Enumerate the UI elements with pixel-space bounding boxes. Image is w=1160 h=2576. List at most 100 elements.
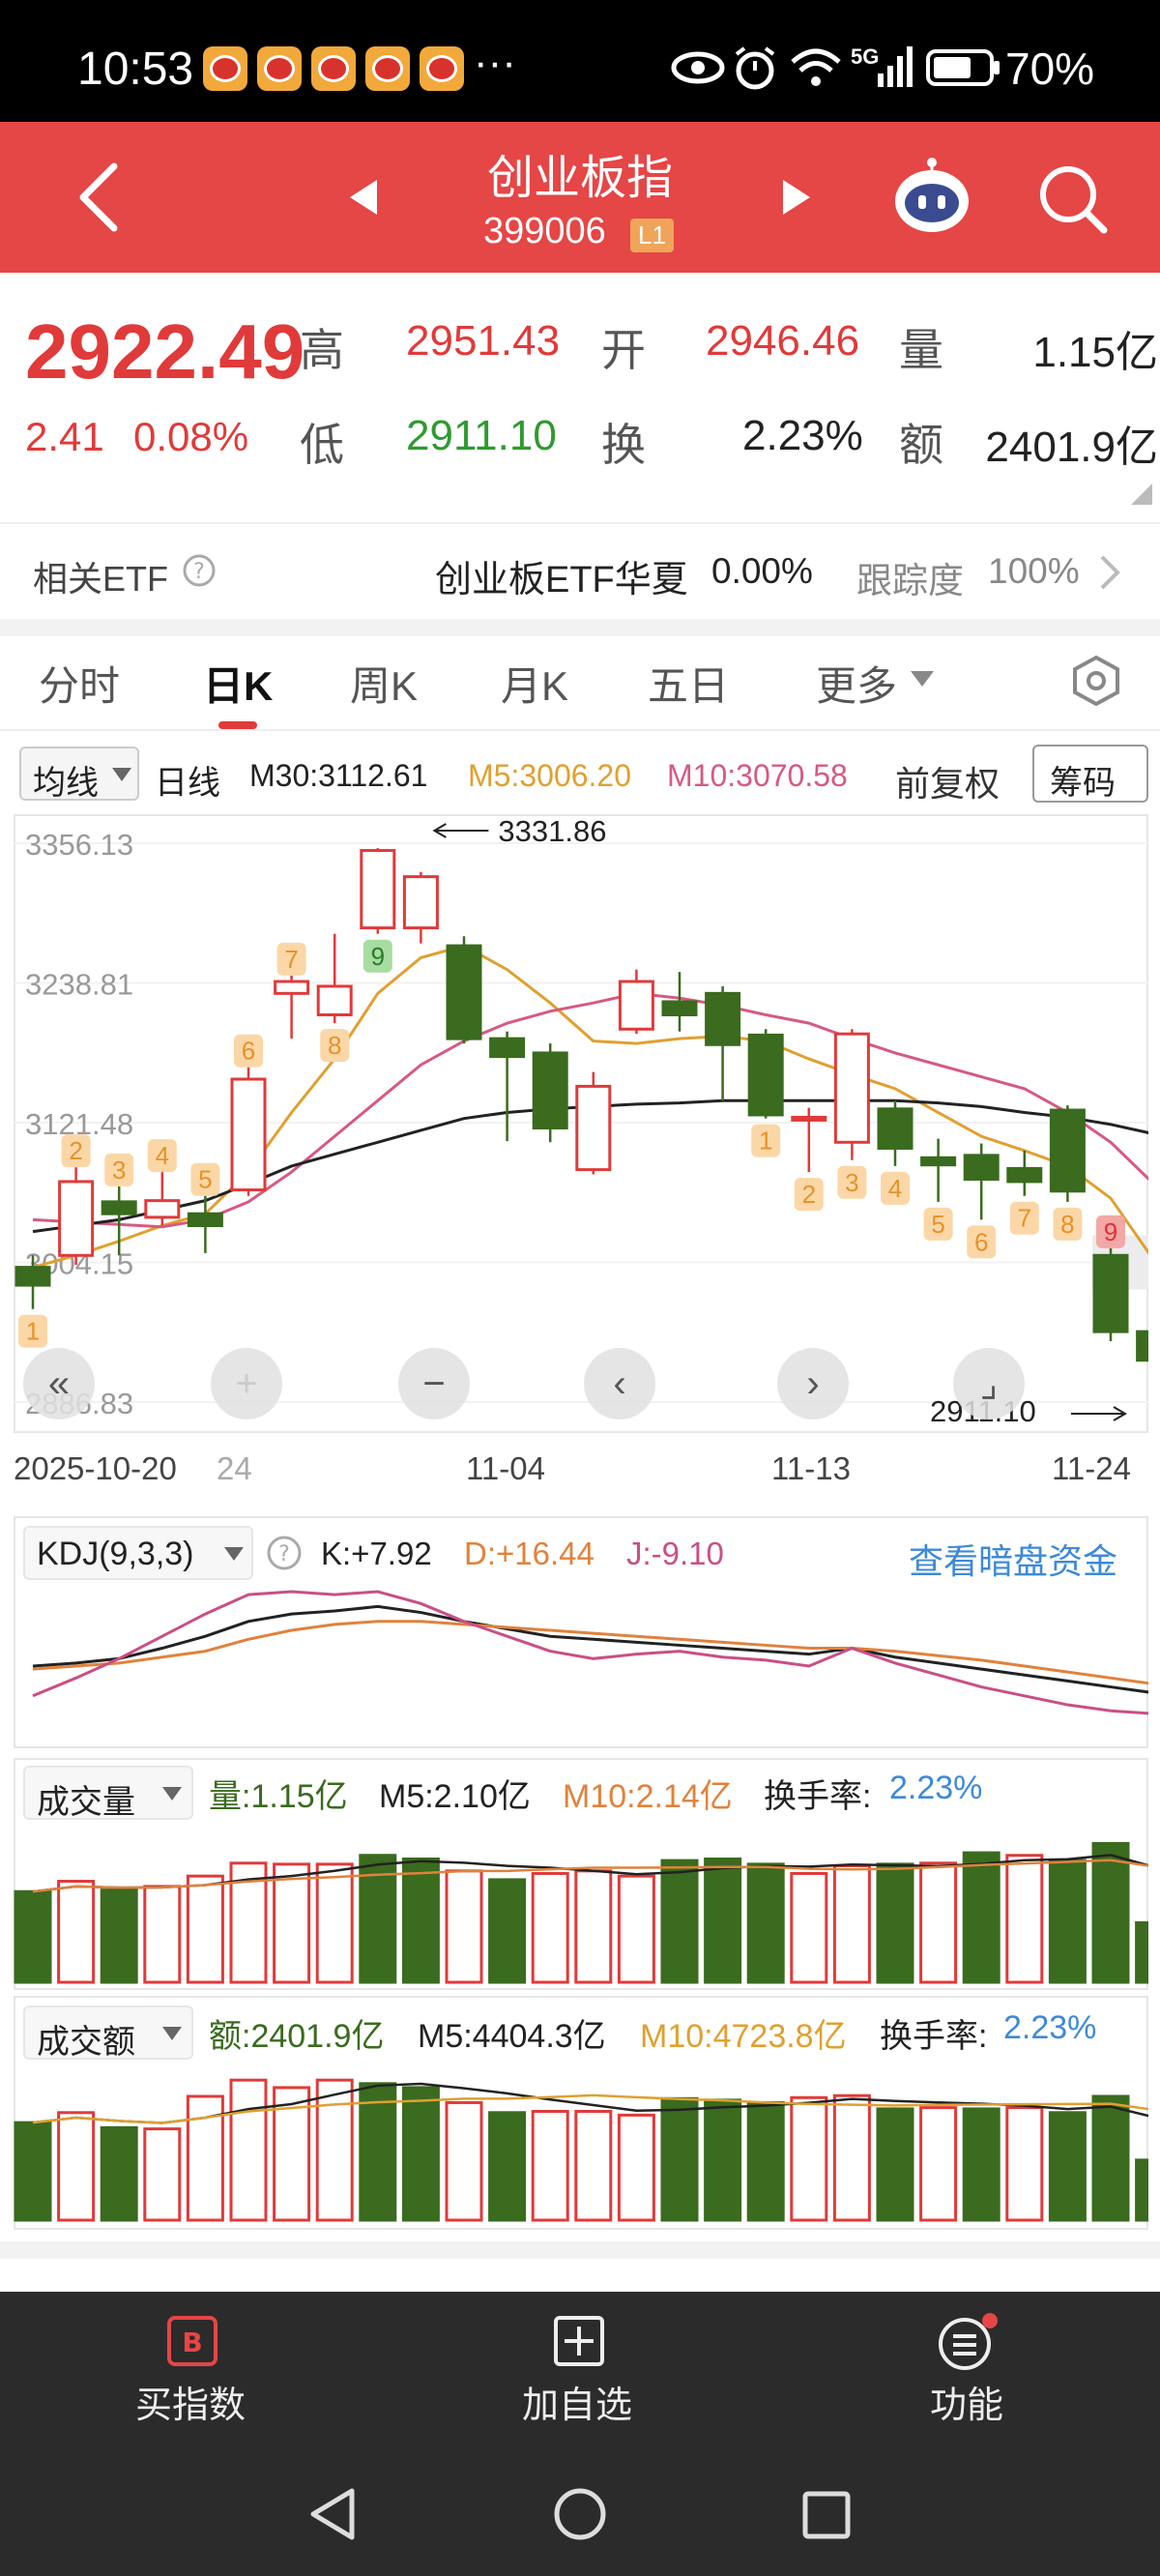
tab-weekly-k[interactable]: 周K xyxy=(350,663,419,709)
bar xyxy=(488,2111,527,2222)
help-icon[interactable]: ? xyxy=(265,1534,304,1572)
help-icon[interactable]: ? xyxy=(182,553,217,588)
candle xyxy=(402,871,439,944)
bar xyxy=(531,1872,569,1984)
candle xyxy=(1006,1150,1043,1196)
td-mark-label: 2 xyxy=(69,1136,82,1165)
td-mark-bg xyxy=(190,1162,220,1196)
recent-square-icon[interactable] xyxy=(800,2489,853,2541)
td-mark-bg xyxy=(18,1314,47,1348)
bar xyxy=(704,2098,742,2222)
bar xyxy=(531,2110,569,2222)
amount-m5: M5:4404.3亿 xyxy=(418,2018,606,2055)
settings-hexagon-icon[interactable] xyxy=(1069,654,1123,708)
x-tick-label: 2025-10-20 xyxy=(14,1450,177,1486)
divider xyxy=(0,619,1160,636)
amount-select[interactable]: 成交额 xyxy=(23,2005,193,2061)
chips-button[interactable]: 筹码 xyxy=(1032,745,1148,803)
expand-corner-icon[interactable] xyxy=(1131,483,1152,505)
candle-body xyxy=(1049,1108,1086,1193)
robot-icon[interactable] xyxy=(891,157,972,238)
bar xyxy=(143,1885,182,1984)
candle-body xyxy=(705,991,741,1046)
tab-daily-k[interactable]: 日K xyxy=(203,663,274,709)
td-mark-label: 2 xyxy=(802,1180,816,1209)
open-value: 2946.46 xyxy=(706,317,860,365)
battery-icon xyxy=(926,49,1000,86)
candle xyxy=(230,1067,267,1196)
buy-icon[interactable]: B xyxy=(166,2315,218,2367)
high-annotation: 3331.86 xyxy=(498,814,606,848)
td-mark-bg xyxy=(967,1225,997,1259)
td-mark-bg xyxy=(1096,1215,1125,1248)
tab-more[interactable]: 更多 xyxy=(816,663,898,709)
search-icon[interactable] xyxy=(1036,162,1110,236)
low-arrow-head xyxy=(1113,1406,1127,1421)
add-watchlist-button[interactable]: 加自选 xyxy=(522,2386,633,2426)
candle-body xyxy=(618,980,654,1031)
volume-m10: M10:2.14亿 xyxy=(563,1778,733,1815)
menu-circle-icon[interactable] xyxy=(938,2313,1000,2371)
bar xyxy=(876,1862,914,1984)
bar xyxy=(617,2113,655,2222)
zoom-out-button[interactable]: − xyxy=(398,1348,470,1420)
bar xyxy=(574,2110,613,2222)
weibo-notification-icon xyxy=(420,46,464,91)
ma-mode-select[interactable]: 均线 xyxy=(19,746,139,802)
candle-body xyxy=(14,1266,51,1287)
svg-text:B: B xyxy=(182,2327,202,2358)
etf-name: 创业板ETF华夏 xyxy=(435,560,688,600)
dark-pool-link[interactable]: 查看暗盘资金 xyxy=(909,1541,1118,1581)
bar xyxy=(401,2086,440,2222)
bar xyxy=(704,1858,742,1984)
bar xyxy=(574,1869,613,1984)
ma30-label: M30:3112.61 xyxy=(249,758,428,793)
td-mark-label: 3 xyxy=(112,1156,126,1185)
plus-box-icon[interactable] xyxy=(553,2315,605,2367)
triangle-left-icon[interactable] xyxy=(348,178,379,217)
volume-select[interactable]: 成交量 xyxy=(23,1766,193,1821)
bar xyxy=(832,1863,871,1984)
td-mark-bg xyxy=(320,1029,350,1063)
zoom-in-button[interactable]: + xyxy=(211,1348,282,1420)
bar xyxy=(1048,1859,1087,1984)
tab-monthly-k[interactable]: 月K xyxy=(501,663,569,709)
td-mark-bg xyxy=(104,1153,134,1186)
td-mark-label: 3 xyxy=(845,1168,858,1197)
volume-panel xyxy=(14,1758,1148,1990)
tab-underline xyxy=(218,721,257,729)
pan-right-button[interactable]: › xyxy=(777,1348,849,1420)
functions-button[interactable]: 功能 xyxy=(930,2386,1004,2426)
candle xyxy=(791,1107,827,1173)
bar xyxy=(919,2106,958,2222)
candle xyxy=(446,936,482,1044)
candle xyxy=(963,1143,1000,1220)
open-label: 开 xyxy=(601,325,646,375)
pan-left-button[interactable]: ‹ xyxy=(584,1348,655,1420)
level-badge: L1 xyxy=(630,219,674,252)
zoom-to-start-button[interactable]: « xyxy=(23,1348,95,1420)
turnover-label: 换 xyxy=(601,420,646,470)
fullscreen-button[interactable]: ⌟ xyxy=(953,1348,1025,1420)
td-mark-bg xyxy=(1053,1207,1083,1241)
candle xyxy=(1049,1105,1086,1202)
buy-index-button[interactable]: 买指数 xyxy=(135,2386,246,2426)
tab-five-day[interactable]: 五日 xyxy=(648,663,730,709)
ma-line-m5 xyxy=(32,944,1148,1270)
chevron-left-icon[interactable] xyxy=(75,161,122,234)
bar xyxy=(315,2078,354,2222)
signal-icon xyxy=(878,46,913,87)
related-etf-row[interactable]: 相关ETF ? 创业板ETF华夏 0.00% 跟踪度 100% xyxy=(0,522,1160,619)
candle-body xyxy=(274,980,310,995)
candle-body xyxy=(877,1107,914,1150)
turnover-value: 2.23% xyxy=(742,412,863,459)
candle-body xyxy=(661,1000,698,1017)
kdj-select[interactable]: KDJ(9,3,3) xyxy=(23,1526,253,1580)
bar xyxy=(790,1872,828,1984)
triangle-right-icon[interactable] xyxy=(781,178,812,217)
candlestick-chart[interactable]: 3356.133238.813121.483004.152886.8312345… xyxy=(14,814,1148,1433)
home-circle-icon[interactable] xyxy=(551,2485,609,2543)
back-triangle-icon[interactable] xyxy=(305,2485,360,2543)
adjust-mode[interactable]: 前复权 xyxy=(895,764,1000,804)
tab-intraday[interactable]: 分时 xyxy=(39,663,121,709)
